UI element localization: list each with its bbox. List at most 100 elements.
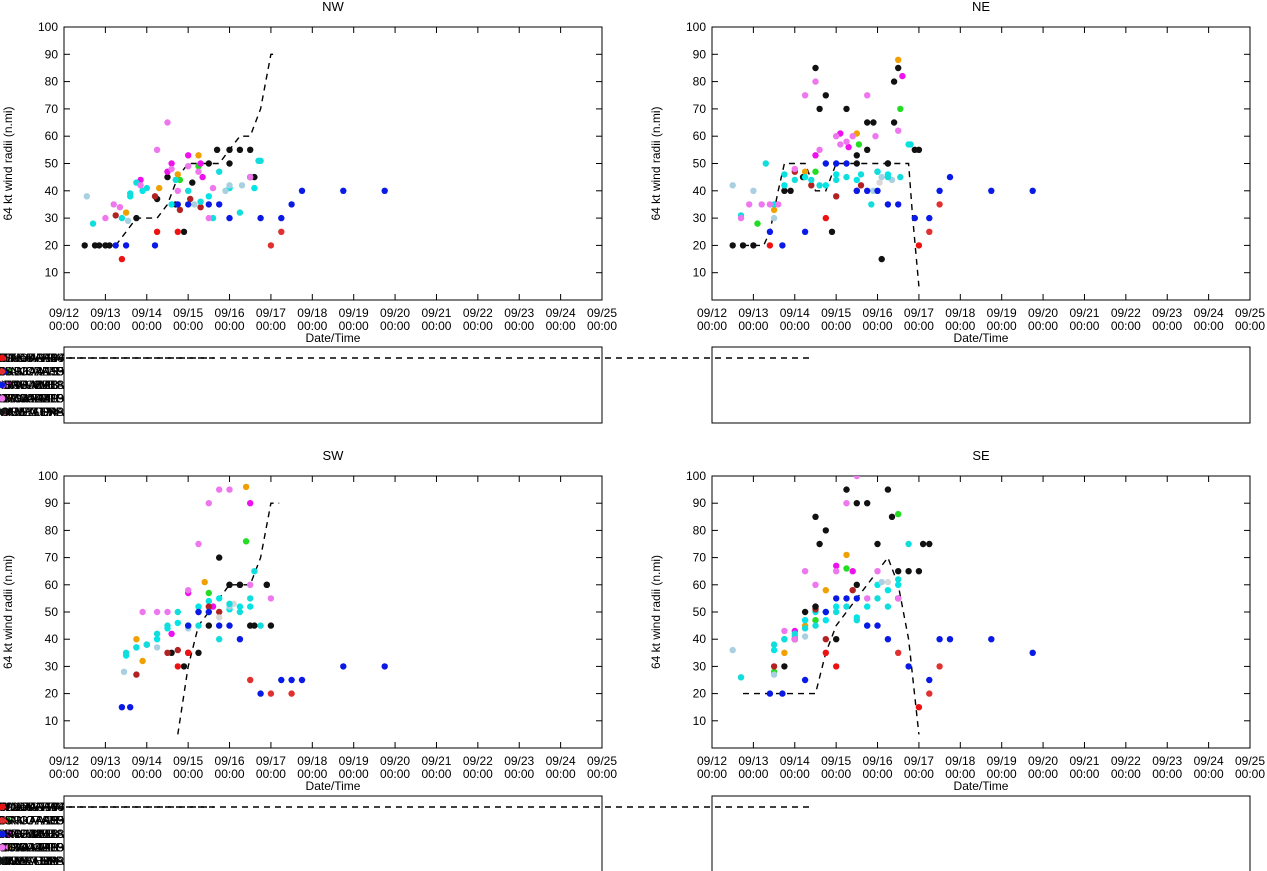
x-tick-date: 09/21 [1069, 754, 1099, 768]
plot-frame [63, 26, 603, 301]
point-metopa [81, 242, 88, 249]
point-metopa [96, 242, 103, 249]
point-jtwc [174, 663, 181, 670]
y-tick-label: 70 [45, 102, 59, 116]
point-mirs-atms [843, 603, 850, 610]
point-sab [926, 214, 933, 222]
y-tick-label: 10 [45, 266, 59, 280]
point-sab [185, 201, 192, 208]
y-tick-label: 20 [693, 687, 707, 701]
x-tick-date: 09/23 [504, 306, 534, 320]
point-mirs-metb [124, 217, 132, 224]
point-metopa [739, 242, 747, 249]
point-sab [298, 187, 306, 194]
point-tafb [247, 676, 254, 684]
point-sab [988, 187, 995, 194]
point-mirs-noaa18 [853, 176, 860, 184]
point-sab [226, 214, 233, 222]
point-exp [236, 581, 244, 588]
point-mirs-atms [122, 649, 130, 656]
point-noaa18 [168, 630, 175, 637]
legend-label: MIRS-ATMS [0, 405, 64, 419]
point-mirs-atms [133, 644, 140, 651]
point-mirs-metb [153, 644, 161, 651]
point-mirs-atms [868, 201, 875, 208]
point-ops [185, 587, 192, 594]
x-tick-time: 00:00 [863, 319, 893, 333]
point-metopa [812, 513, 819, 520]
y-axis-label: 64 kt wind radii (n.mi) [649, 106, 663, 220]
x-tick-date: 09/22 [1111, 754, 1141, 768]
x-tick-date: 09/16 [215, 306, 245, 320]
point-sab [801, 228, 809, 235]
point-noaa19 [133, 636, 140, 643]
point-ops [791, 165, 798, 173]
point-mirs-atms [895, 576, 902, 583]
x-tick-date: 09/12 [49, 754, 79, 768]
x-tick-time: 00:00 [587, 767, 617, 781]
point-noaa18 [833, 562, 840, 569]
point-metopa [864, 119, 871, 126]
point-mirs-atms [897, 173, 904, 181]
point-ops [864, 595, 871, 602]
point-ops [874, 568, 881, 575]
y-tick-label: 30 [693, 211, 707, 225]
point-mirs-atms [226, 600, 233, 607]
point-ops [139, 608, 146, 616]
point-tafb [278, 228, 285, 235]
point-sab [864, 622, 871, 629]
x-tick-time: 00:00 [380, 319, 410, 333]
point-sab [779, 242, 786, 249]
point-mirs-atms [247, 595, 254, 602]
x-tick-date: 09/14 [780, 306, 810, 320]
point-mirs-metb [83, 193, 91, 200]
point-ops [895, 127, 902, 134]
point-ops [174, 187, 181, 194]
y-tick-label: 90 [45, 496, 59, 510]
point-mirs-atms [791, 176, 798, 184]
y-tick-label: 100 [38, 469, 58, 483]
point-ops [781, 627, 788, 635]
point-metopa [205, 622, 212, 629]
point-sab [895, 201, 902, 208]
point-tafb [926, 690, 933, 697]
point-metopa [226, 146, 233, 153]
x-tick-time: 00:00 [173, 319, 203, 333]
x-tick-time: 00:00 [1152, 319, 1182, 333]
point-tafb [288, 690, 295, 697]
x-tick-date: 09/22 [1111, 306, 1141, 320]
point-mirs-noaa19 [849, 587, 856, 594]
y-tick-label: 20 [45, 238, 59, 252]
point-mirs-noaa19 [174, 646, 181, 654]
point-mirs-atms [737, 674, 745, 681]
point-metopa [822, 92, 829, 99]
x-tick-time: 00:00 [1069, 319, 1099, 333]
y-tick-label: 60 [45, 578, 59, 592]
point-metopa [878, 255, 885, 263]
point-sab [226, 622, 233, 629]
x-tick-date: 09/12 [49, 306, 79, 320]
point-jtwc [185, 649, 192, 656]
x-tick-time: 00:00 [1152, 767, 1182, 781]
plot-area [729, 56, 1036, 287]
point-mirs-atms [216, 168, 223, 175]
point-ops [164, 119, 171, 126]
point-ops [746, 201, 753, 208]
legend-label: DVRK-SAB/KNES [0, 378, 64, 392]
point-mirs-atms [791, 630, 798, 637]
point-noaa18 [197, 160, 204, 167]
x-tick-date: 09/24 [1194, 306, 1224, 320]
y-axis-label: 64 kt wind radii (n.mi) [1, 555, 15, 669]
x-tick-date: 09/12 [697, 306, 727, 320]
point-tafb [926, 228, 933, 235]
point-sab [988, 636, 995, 643]
point-mirs-noaa18 [801, 617, 809, 624]
y-tick-label: 40 [45, 632, 59, 646]
x-tick-date: 09/22 [463, 306, 493, 320]
point-mirs-atms [185, 187, 192, 194]
y-axis-label: 64 kt wind radii (n.mi) [649, 555, 663, 669]
x-tick-date: 09/16 [863, 306, 893, 320]
point-mirs-atms [255, 157, 262, 164]
point-mirs-atms [197, 198, 204, 205]
